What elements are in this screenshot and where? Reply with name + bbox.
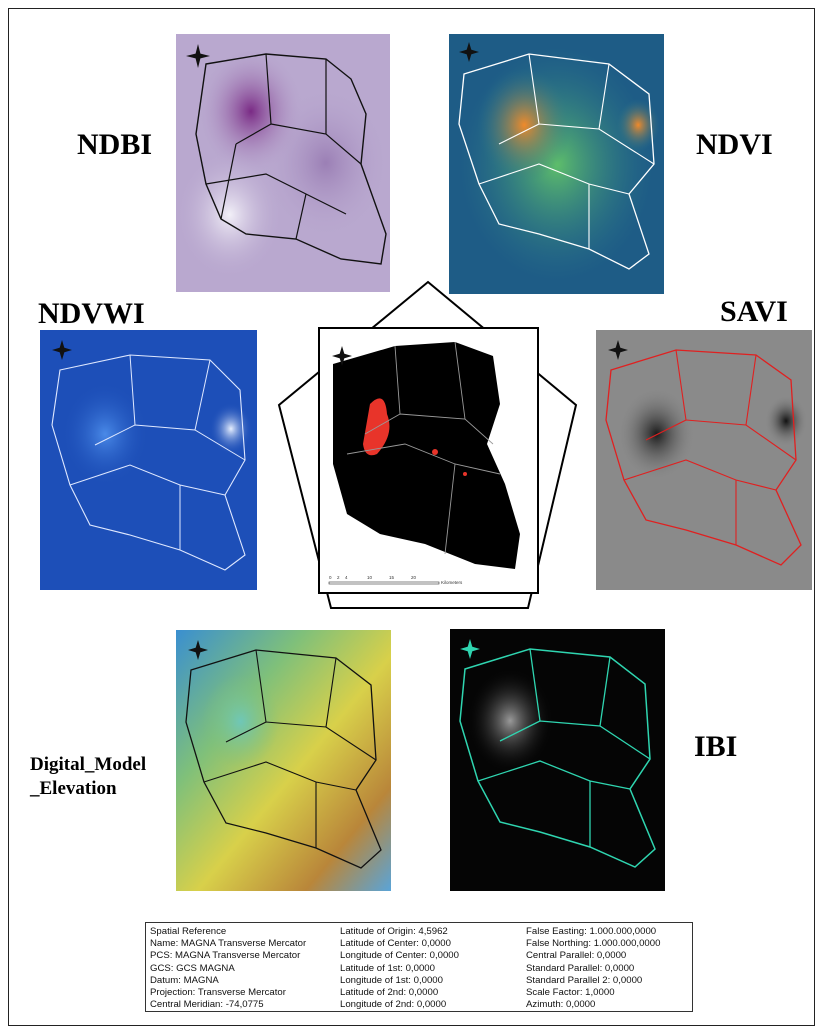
north-arrow-icon	[186, 44, 210, 68]
ref-item: False Northing: 1.000.000,0000	[526, 938, 661, 950]
label-savi: SAVI	[720, 295, 788, 328]
ref-item: Latitude of 2nd: 0,0000	[340, 987, 439, 999]
figure-frame	[8, 8, 815, 1026]
ref-item: Projection: Transverse Mercator	[150, 987, 286, 999]
scale-tick-0: 0	[329, 575, 332, 580]
map-panel-savi	[596, 330, 812, 590]
label-dem-line2: _Elevation	[30, 777, 117, 799]
ref-item: Longitude of Center: 0,0000	[340, 950, 459, 962]
ref-item: PCS: MAGNA Transverse Mercator	[150, 950, 301, 962]
north-arrow-icon	[332, 346, 352, 366]
ref-item: Central Meridian: -74,0775	[150, 999, 264, 1011]
label-ndvi: NDVI	[696, 128, 773, 161]
map-panel-center: 0 2 4 10 15 20 Kilometers	[325, 334, 531, 588]
ref-item: Azimuth: 0,0000	[526, 999, 596, 1011]
map-panel-ndvwi	[40, 330, 257, 590]
ref-item: Spatial Reference	[150, 926, 227, 937]
north-arrow-icon	[608, 340, 628, 360]
map-panel-dem	[176, 630, 391, 891]
north-arrow-icon	[188, 640, 208, 660]
spatial-ref-col2: Latitude of Origin: 4,5962 Latitude of C…	[340, 926, 526, 1011]
ref-item: Datum: MAGNA	[150, 974, 219, 986]
ref-item: Longitude of 2nd: 0,0000	[340, 999, 447, 1011]
label-ndbi: NDBI	[77, 128, 153, 161]
north-arrow-icon	[52, 340, 72, 360]
scale-tick-4: 15	[389, 575, 395, 580]
ref-item: False Easting: 1.000.000,0000	[526, 926, 657, 937]
map-panel-ibi	[450, 629, 665, 891]
north-arrow-icon	[460, 639, 480, 659]
ref-item: Name: MAGNA Transverse Mercator	[150, 938, 307, 950]
label-ibi: IBI	[694, 730, 738, 763]
scale-tick-2: 4	[345, 575, 348, 580]
map-panel-ndvi	[449, 34, 664, 294]
label-dem: Digital_Model _Elevation	[30, 753, 146, 801]
scale-tick-1: 2	[337, 575, 340, 580]
scale-bar: 0 2 4 10 15 20 Kilometers	[328, 575, 463, 585]
map-panel-ndbi	[176, 34, 390, 292]
spatial-ref-col1: Spatial Reference Name: MAGNA Transverse…	[150, 926, 340, 1011]
scale-tick-3: 10	[367, 575, 373, 580]
ref-item: Longitude of 1st: 0,0000	[340, 974, 443, 986]
ref-item: Standard Parallel 2: 0,0000	[526, 974, 643, 986]
ref-item: Latitude of Origin: 4,5962	[340, 926, 448, 937]
ref-item: Latitude of Center: 0,0000	[340, 938, 451, 950]
ref-item: Latitude of 1st: 0,0000	[340, 962, 435, 974]
ref-item: GCS: GCS MAGNA	[150, 962, 235, 974]
north-arrow-icon	[459, 42, 479, 62]
spatial-ref-col3: False Easting: 1.000.000,0000 False Nort…	[526, 926, 686, 1011]
ref-item: Standard Parallel: 0,0000	[526, 962, 635, 974]
scale-unit: Kilometers	[441, 580, 463, 585]
scale-tick-5: 20	[411, 575, 417, 580]
ref-item: Central Parallel: 0,0000	[526, 950, 627, 962]
label-ndvwi: NDVWI	[38, 297, 145, 330]
ref-item: Scale Factor: 1,0000	[526, 987, 615, 999]
spatial-reference-box: Spatial Reference Name: MAGNA Transverse…	[145, 922, 693, 1012]
label-dem-line1: Digital_Model	[30, 754, 147, 775]
